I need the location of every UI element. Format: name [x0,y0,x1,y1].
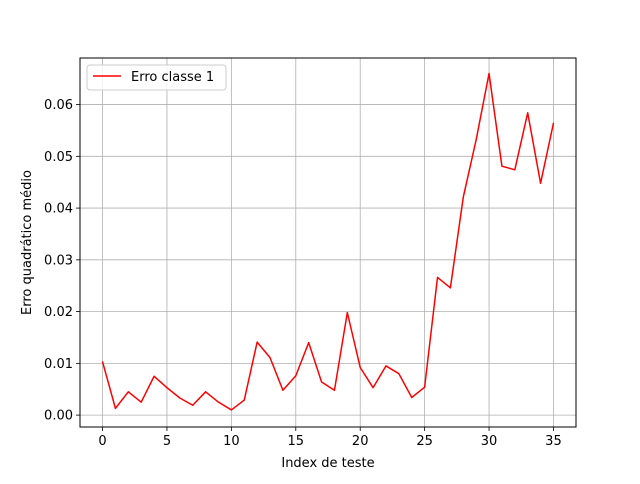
data-point [140,401,142,403]
grid [80,58,576,427]
data-point [269,357,271,359]
y-tick-label: 0.04 [44,202,73,217]
y-tick-label: 0.01 [44,357,73,372]
x-tick-label: 5 [163,434,171,449]
data-point [436,276,439,279]
data-point [230,409,232,411]
data-point [462,196,464,198]
data-point [346,312,348,314]
data-point [333,389,336,391]
y-tick-label: 0.03 [44,253,73,268]
data-point [385,365,387,367]
legend-label: Erro classe 1 [131,70,214,85]
y-tick-label: 0.02 [44,305,73,320]
x-tick-label: 10 [223,434,240,449]
data-point [127,391,129,393]
data-point [114,407,117,409]
ticks: 0 5 10 15 20 25 30 35 0.00 0.01 0.02 0.03 0.04 0.05 0.… [44,98,562,449]
x-tick-label: 25 [416,434,433,449]
data-point [320,381,323,383]
data-point [205,391,207,393]
x-axis-label: Index de teste [281,456,374,471]
data-point [527,112,529,114]
data-point [552,122,555,124]
data-point [308,342,310,344]
legend: Erro classe 1 [86,64,227,91]
data-point [282,389,284,391]
data-point [295,375,297,377]
x-tick-label: 0 [98,434,106,449]
data-point [514,169,516,171]
data-point [243,399,245,401]
legend-box [86,64,227,91]
data-point [372,387,374,389]
data-point [411,396,413,399]
data-point [398,373,400,375]
data-point [501,165,503,167]
data-point [153,375,155,377]
y-tick-label: 0.00 [44,409,73,424]
series-line [101,72,555,411]
x-tick-label: 35 [545,434,562,449]
series-layer [101,72,555,411]
x-tick-label: 15 [288,434,305,449]
plot-frame [79,57,577,428]
data-point [475,139,477,141]
data-point [101,361,104,363]
y-axis-label: Erro quadrático médio [20,170,35,315]
data-point [424,386,426,388]
data-point [539,182,542,184]
y-tick-label: 0.06 [44,98,73,113]
data-point [488,72,490,75]
data-point [179,397,181,399]
data-point [359,366,361,369]
data-point [217,401,220,403]
x-tick-label: 20 [352,434,369,449]
data-point [166,387,168,389]
data-point [192,404,194,406]
data-point [256,341,258,343]
x-tick-label: 30 [481,434,498,449]
data-point [449,287,451,289]
y-tick-label: 0.05 [44,150,73,165]
